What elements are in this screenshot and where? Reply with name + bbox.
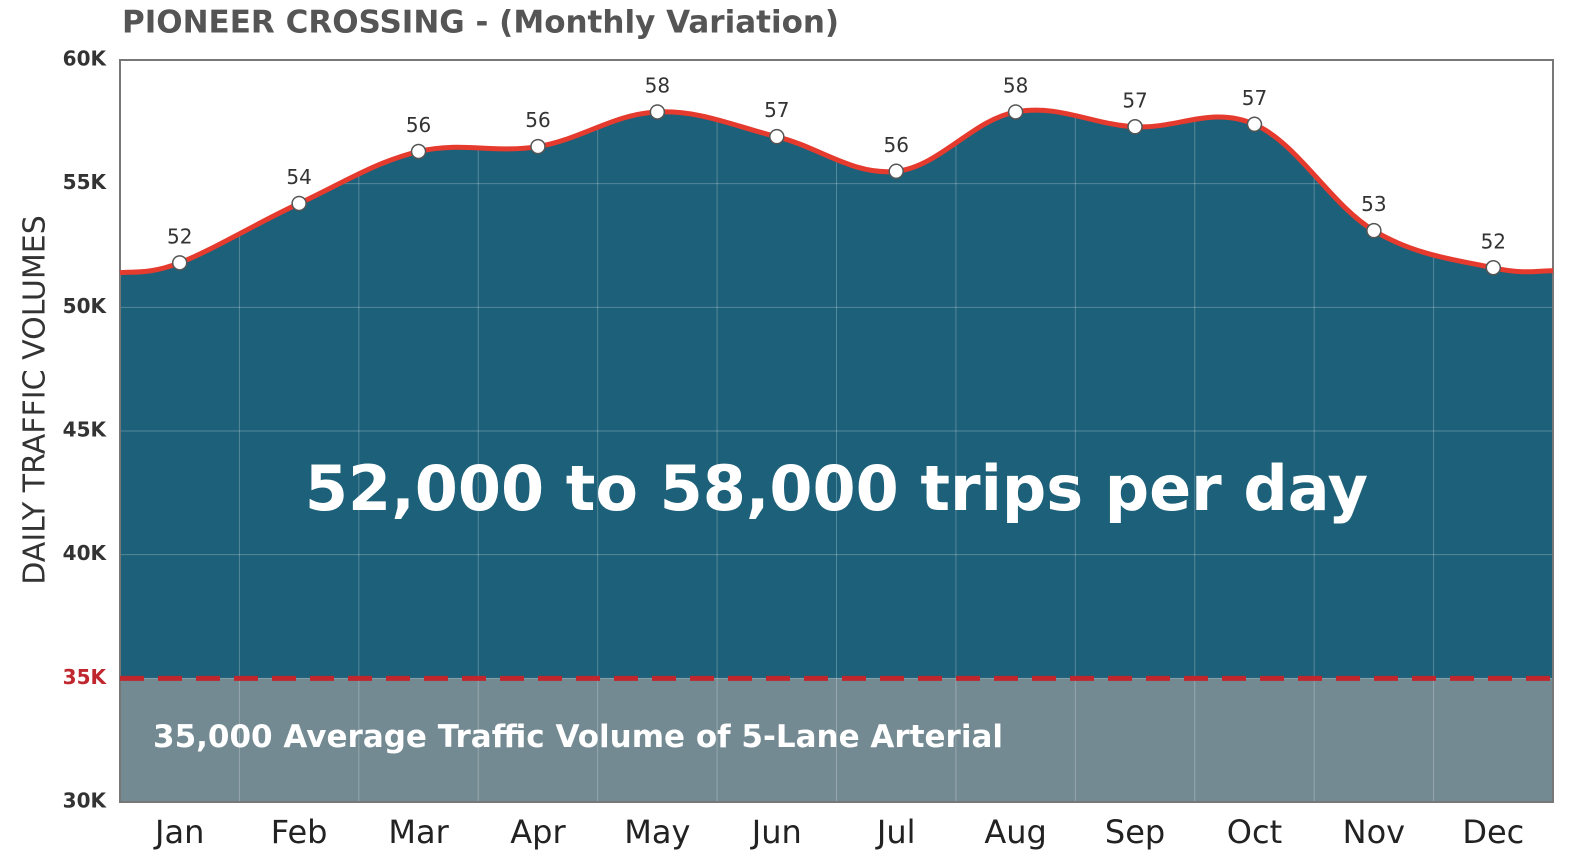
data-label: 57 [1122, 88, 1147, 112]
x-tick-label: Oct [1227, 813, 1282, 851]
x-tick-label: Sep [1105, 813, 1165, 851]
line [119, 107, 1554, 276]
x-tick-label: Jan [153, 813, 204, 851]
y-tick-label: 55K [63, 170, 108, 194]
data-point [291, 195, 307, 212]
reference-band [120, 678, 1553, 802]
data-point [1127, 119, 1143, 135]
y-tick-label: 30K [63, 789, 108, 813]
area [120, 110, 1553, 679]
data-point [1366, 222, 1382, 239]
y-tick-label: 40K [63, 541, 108, 565]
plot-frame [119, 59, 1554, 803]
data-label: 57 [1242, 86, 1267, 110]
x-tick-label: Mar [388, 813, 449, 851]
data-label: 52 [1481, 229, 1506, 253]
data-point [769, 128, 785, 145]
x-tick-label: Jun [750, 813, 802, 851]
x-tick-label: Jul [875, 813, 916, 851]
x-tick-label: Dec [1462, 813, 1524, 851]
annotation: 52,000 to 58,000 trips per day [305, 452, 1368, 525]
y-tick-label: 45K [63, 418, 108, 442]
data-label: 58 [645, 73, 670, 97]
x-tick-label: Feb [271, 813, 328, 851]
y-tick-label: 50K [63, 294, 108, 318]
data-point [1485, 260, 1502, 276]
data-label: 52 [167, 224, 192, 248]
data-label: 56 [883, 133, 908, 157]
data-label: 57 [764, 98, 789, 122]
data-label: 53 [1361, 192, 1386, 216]
x-tick-label: Apr [510, 813, 566, 851]
x-tick-label: Nov [1343, 813, 1405, 851]
data-point [1007, 104, 1024, 120]
data-point [410, 143, 427, 160]
data-point [171, 255, 188, 271]
reference-label: 35,000 Average Traffic Volume of 5-Lane … [153, 719, 1003, 755]
data-label: 56 [406, 113, 431, 137]
data-label: 56 [525, 108, 550, 132]
x-tick-label: Aug [984, 813, 1046, 851]
y-tick-label: 35K [63, 665, 108, 689]
chart-title: PIONEER CROSSING - (Monthly Variation) [122, 5, 839, 41]
x-tick-label: May [624, 813, 690, 851]
data-label: 54 [286, 165, 311, 189]
data-point [649, 104, 666, 120]
data-point [888, 163, 904, 180]
data-point [1246, 116, 1263, 133]
data-point [530, 138, 546, 155]
y-axis-label: DAILY TRAFFIC VOLUMES [18, 215, 53, 585]
y-tick-label: 60K [63, 47, 108, 71]
data-label: 58 [1003, 73, 1028, 97]
